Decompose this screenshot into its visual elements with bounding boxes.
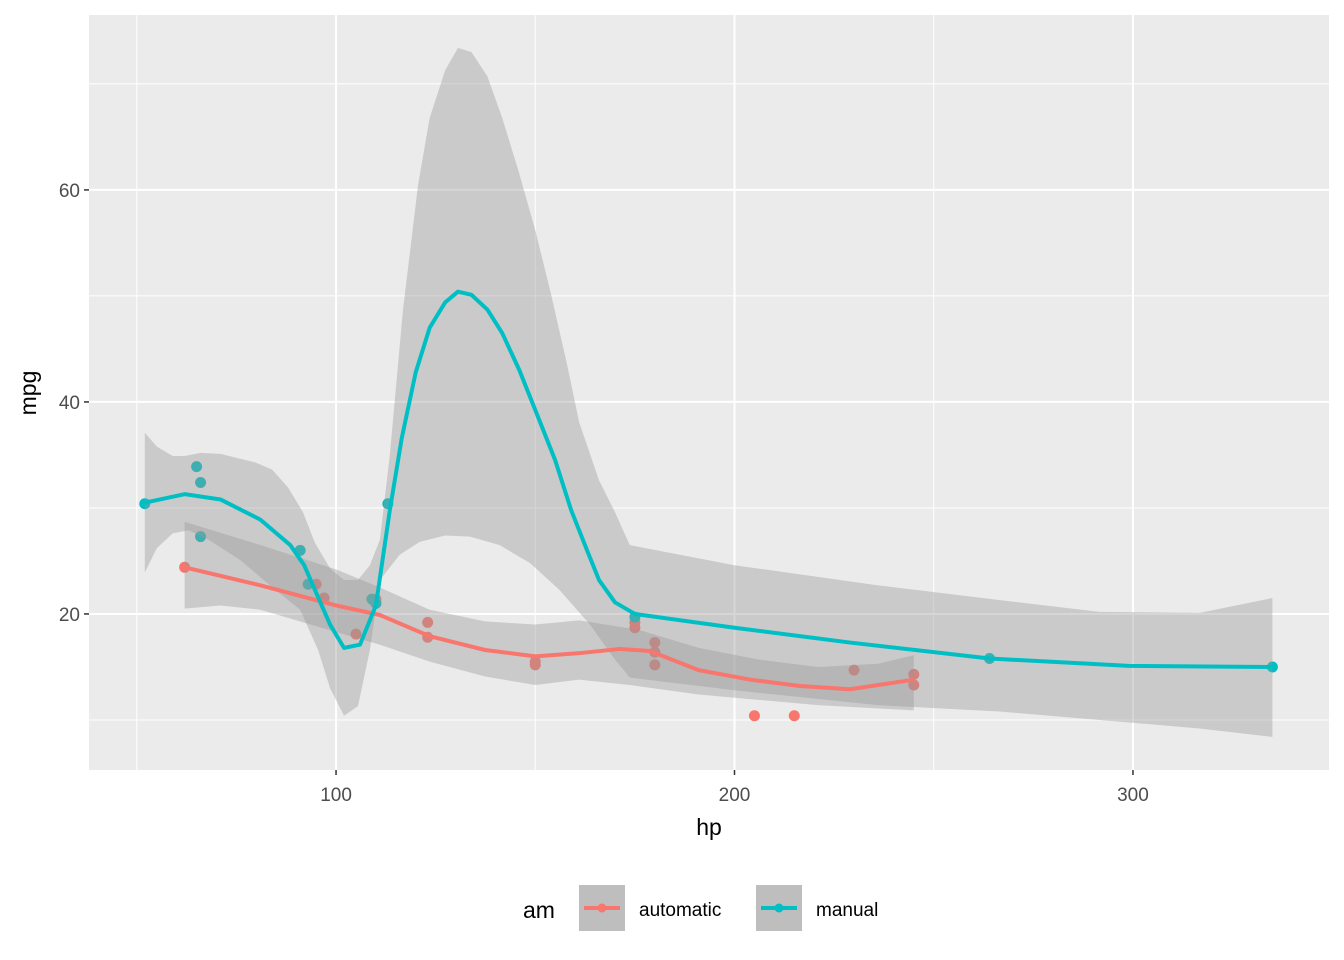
smooth-lines-layer	[144, 289, 1273, 692]
confidence-ribbon-automatic	[184, 521, 914, 711]
confidence-ribbon-manual	[144, 47, 1273, 737]
y-axis-title: mpg	[15, 371, 41, 416]
legend-label-automatic: automatic	[639, 900, 721, 921]
data-point-automatic	[908, 679, 920, 691]
x-tick-label: 200	[719, 785, 751, 806]
y-tick-label: 60	[59, 181, 80, 202]
plot-panel	[89, 15, 1329, 770]
data-point-manual	[195, 477, 207, 489]
data-point-automatic	[350, 628, 362, 640]
data-point-automatic	[788, 710, 800, 722]
x-axis-title: hp	[696, 814, 722, 840]
data-point-automatic	[848, 664, 860, 676]
smooth-line-automatic	[184, 565, 915, 692]
y-tick-label: 40	[59, 393, 80, 414]
axes: 100 200 300 20 40 60	[59, 181, 1149, 806]
legend-key-manual	[756, 885, 802, 931]
smooth-line-manual	[144, 289, 1273, 669]
data-point-manual	[195, 531, 207, 543]
data-point-automatic	[529, 659, 541, 671]
x-tick-label: 300	[1117, 785, 1149, 806]
legend-key-automatic	[579, 885, 625, 931]
data-point-automatic	[649, 659, 661, 671]
data-point-manual	[191, 461, 203, 473]
ribbons-layer	[144, 47, 1273, 737]
data-point-automatic	[649, 637, 661, 649]
legend-label-manual: manual	[816, 900, 878, 921]
legend-title: am	[523, 897, 555, 923]
legend: am automatic manual	[523, 885, 878, 931]
data-point-automatic	[422, 616, 434, 628]
gridlines	[89, 15, 1329, 770]
y-tick-label: 20	[59, 605, 80, 626]
data-point-automatic	[908, 668, 920, 680]
x-tick-label: 100	[320, 785, 352, 806]
data-point-automatic	[748, 710, 760, 722]
